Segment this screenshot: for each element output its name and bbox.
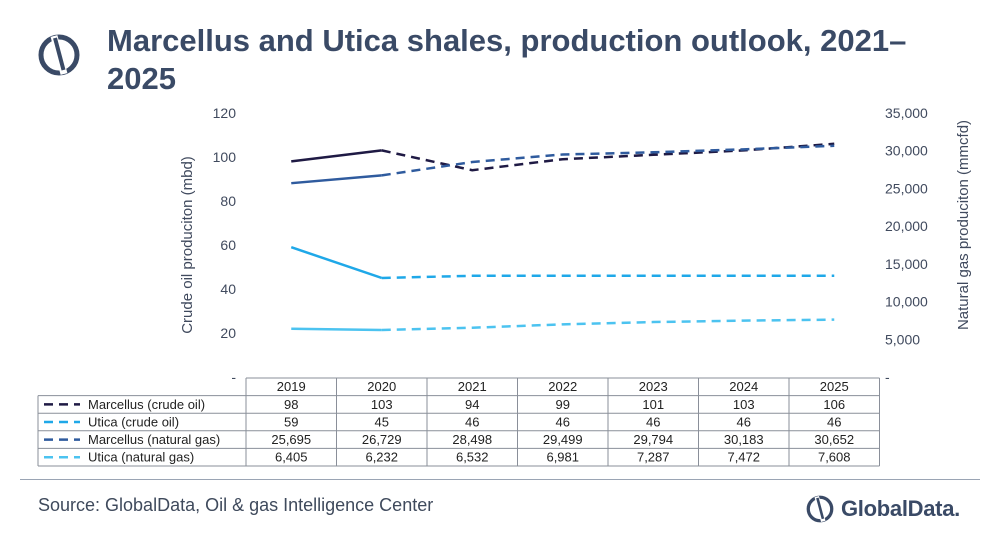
- right-axis-tick-label: 25,000: [885, 180, 928, 196]
- chart-title: Marcellus and Utica shales, production o…: [107, 23, 907, 96]
- table-cell-value: 7,472: [727, 450, 760, 465]
- table-cell-value: 7,608: [818, 450, 851, 465]
- left-axis-title: Crude oil produciton (mbd): [179, 156, 196, 334]
- table-cell-value: 103: [371, 397, 393, 412]
- legend-label: Marcellus (natural gas): [88, 432, 220, 447]
- right-axis-tick-label: 15,000: [885, 256, 928, 272]
- left-axis-tick-label: 40: [220, 281, 236, 297]
- table-cell-value: 28,498: [452, 432, 492, 447]
- table-cell-value: 45: [375, 415, 389, 430]
- series-line-actual: [291, 149, 382, 163]
- brand-name: GlobalData.: [841, 496, 960, 521]
- legend-label: Utica (natural gas): [88, 450, 194, 465]
- series-line-forecast: [381, 144, 835, 177]
- right-axis-tick-label: -: [885, 369, 890, 385]
- left-axis-tick-label: 60: [220, 237, 236, 253]
- right-axis-tick-label: 30,000: [885, 143, 928, 159]
- table-cell-value: 30,183: [724, 432, 764, 447]
- right-axis-tick-label: 10,000: [885, 294, 928, 310]
- table-cell-value: 46: [737, 415, 751, 430]
- series-line-actual: [290, 246, 383, 280]
- legend-label: Marcellus (crude oil): [88, 397, 205, 412]
- table-header-year: 2022: [548, 379, 577, 394]
- series-line-actual: [291, 327, 382, 332]
- table-header-year: 2023: [639, 379, 668, 394]
- table-header-year: 2019: [277, 379, 306, 394]
- left-axis-tick-label: 120: [213, 105, 237, 121]
- table-cell-value: 6,232: [365, 450, 398, 465]
- globaldata-brand-icon: [806, 495, 834, 523]
- table-cell-value: 46: [556, 415, 570, 430]
- table-cell-value: 6,532: [456, 450, 489, 465]
- left-axis-tick-label: -: [231, 369, 236, 385]
- table-cell-value: 59: [284, 415, 298, 430]
- table-cell-value: 6,981: [546, 450, 579, 465]
- table-header-year: 2025: [820, 379, 849, 394]
- table-cell-value: 7,287: [637, 450, 670, 465]
- table-cell-value: 103: [733, 397, 755, 412]
- table-cell-value: 94: [465, 397, 479, 412]
- table-cell-value: 46: [827, 415, 841, 430]
- table-cell-value: 106: [823, 397, 845, 412]
- table-cell-value: 99: [556, 397, 570, 412]
- table-header-year: 2021: [458, 379, 487, 394]
- table-cell-value: 98: [284, 397, 298, 412]
- series-line-actual: [291, 174, 382, 185]
- left-axis-tick-label: 80: [220, 193, 236, 209]
- table-header-year: 2024: [729, 379, 758, 394]
- table-cell-value: 25,695: [271, 432, 311, 447]
- table-cell-value: 29,499: [543, 432, 583, 447]
- table-cell-value: 46: [465, 415, 479, 430]
- brand-logo: GlobalData.: [805, 492, 960, 526]
- right-axis-tick-label: 20,000: [885, 218, 928, 234]
- left-axis-tick-label: 100: [213, 149, 237, 165]
- table-cell-value: 26,729: [362, 432, 402, 447]
- globaldata-logo-icon: [38, 34, 80, 76]
- table-cell-value: 101: [642, 397, 664, 412]
- table-cell-value: 29,794: [633, 432, 673, 447]
- left-axis-tick-label: 20: [220, 325, 236, 341]
- table-cell-value: 6,405: [275, 450, 308, 465]
- right-axis-tick-label: 35,000: [885, 105, 928, 121]
- table-header-year: 2020: [367, 379, 396, 394]
- footer-divider: [20, 479, 980, 480]
- chart-area: - 20 40 60 80 100 120 - 5,000 10,000 15,000 20,000 2…: [37, 105, 972, 467]
- right-axis-tick-label: 5,000: [885, 331, 920, 347]
- legend-label: Utica (crude oil): [88, 415, 179, 430]
- table-cell-value: 30,652: [814, 432, 854, 447]
- series-line-forecast: [381, 274, 835, 280]
- right-axis-title: Natural gas produciton (mmcfd): [955, 120, 972, 330]
- series-line-forecast: [381, 318, 835, 332]
- source-note: Source: GlobalData, Oil & gas Intelligen…: [38, 495, 434, 515]
- table-cell-value: 46: [646, 415, 660, 430]
